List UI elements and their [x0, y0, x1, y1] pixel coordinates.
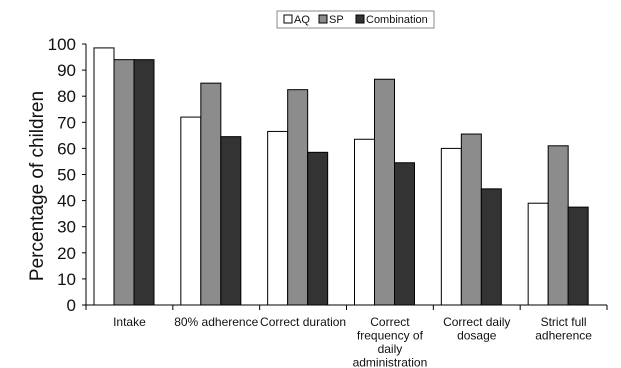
bar-combination [480, 188, 502, 306]
bar-sp [287, 89, 309, 306]
y-tick-label: 100 [48, 35, 76, 54]
bars [93, 47, 589, 306]
bar-sp [460, 133, 482, 306]
y-tick-label: 90 [57, 61, 76, 80]
legend-label-aq: AQ [294, 14, 310, 26]
bar-sp [547, 145, 569, 306]
legend: AQ SP Combination [276, 10, 435, 29]
y-tick-labels: 0 10 20 30 40 50 60 70 80 90 100 [48, 35, 76, 315]
legend-swatch-sp [318, 14, 328, 24]
x-category-label: 80% adherence [174, 315, 258, 329]
bar-aq [267, 130, 289, 306]
y-tick-label: 0 [67, 296, 76, 315]
bar-aq [440, 147, 462, 306]
bar-aq [354, 138, 375, 306]
bar-aq [527, 202, 549, 306]
x-category-label: Strict full adherence [535, 315, 592, 343]
bar-combination [220, 136, 242, 306]
y-tick-label: 80 [57, 87, 76, 106]
y-tick-label: 30 [57, 218, 76, 237]
y-tick-label: 70 [57, 113, 76, 132]
bar-aq [93, 47, 115, 306]
legend-label-sp: SP [329, 14, 344, 26]
legend-swatch-aq [283, 14, 293, 24]
y-tick-label: 20 [57, 244, 76, 263]
bar-combination [307, 151, 329, 306]
axes [82, 43, 608, 310]
x-category-label: Correct frequency of daily administration [353, 315, 428, 368]
bar-sp [113, 59, 135, 306]
bar-combination [394, 162, 415, 306]
y-tick-label: 50 [57, 166, 76, 185]
y-tick-label: 40 [57, 192, 76, 211]
bar-combination [133, 59, 155, 306]
category-labels: Intake 80% adherence Correct duration Corre… [113, 315, 592, 368]
y-axis-title: Percentage of children [27, 91, 48, 281]
legend-swatch-combination [355, 14, 365, 24]
x-category-label: Correct daily dosage [443, 315, 510, 343]
bar-aq [180, 116, 202, 306]
legend-label-combination: Combination [366, 14, 428, 26]
x-category-label: Correct duration [260, 315, 346, 329]
bar-sp [374, 78, 395, 306]
y-tick-label: 60 [57, 139, 76, 158]
y-tick-label: 10 [57, 270, 76, 289]
bar-sp [200, 82, 222, 306]
bar-combination [567, 206, 589, 306]
x-category-label: Intake [113, 315, 146, 329]
